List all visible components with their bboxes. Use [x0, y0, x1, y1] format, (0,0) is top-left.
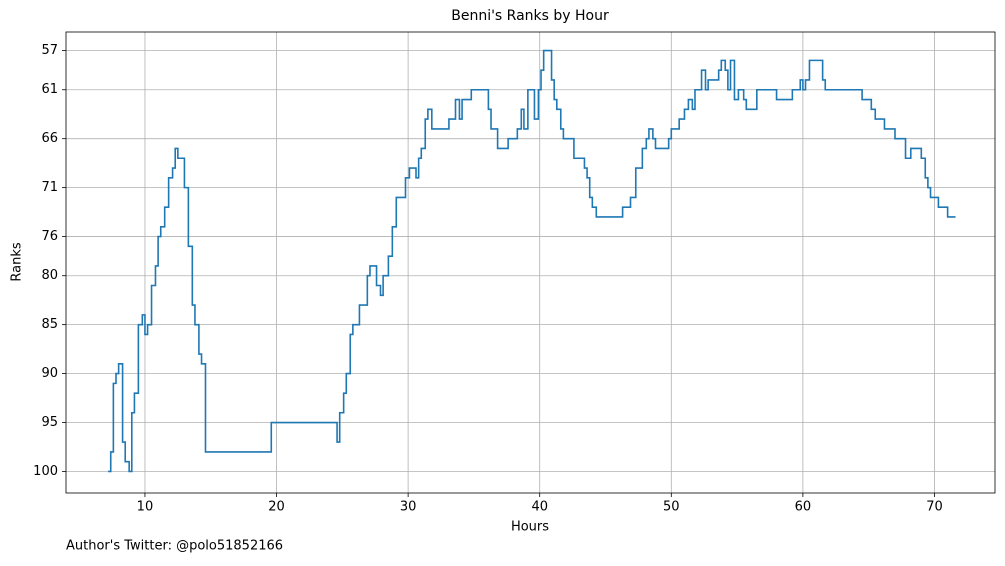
y-tick-label: 80 [41, 268, 58, 283]
y-axis-label: Ranks [10, 242, 25, 281]
x-tick-label: 30 [400, 500, 417, 515]
x-tick-label: 10 [137, 500, 154, 515]
x-axis-label: Hours [511, 520, 549, 535]
y-tick-label: 85 [41, 317, 58, 332]
rank-line [108, 49, 956, 473]
y-tick-label: 100 [33, 464, 58, 479]
y-tick-label: 90 [41, 366, 58, 381]
y-tick-label: 76 [41, 229, 58, 244]
y-tick-label: 95 [41, 415, 58, 430]
x-tick-label: 50 [663, 500, 680, 515]
x-tick-label: 40 [531, 500, 548, 515]
x-tick-label: 20 [268, 500, 285, 515]
y-tick-label: 71 [41, 180, 58, 195]
footnote: Author's Twitter: @polo51852166 [66, 539, 283, 554]
y-tick-label: 57 [41, 43, 58, 58]
y-tick-label: 66 [41, 131, 58, 146]
x-tick-label: 70 [926, 500, 943, 515]
y-tick-label: 61 [41, 82, 58, 97]
plot-frame [65, 31, 996, 494]
chart-title: Benni's Ranks by Hour [451, 8, 609, 24]
x-tick-label: 60 [795, 500, 812, 515]
